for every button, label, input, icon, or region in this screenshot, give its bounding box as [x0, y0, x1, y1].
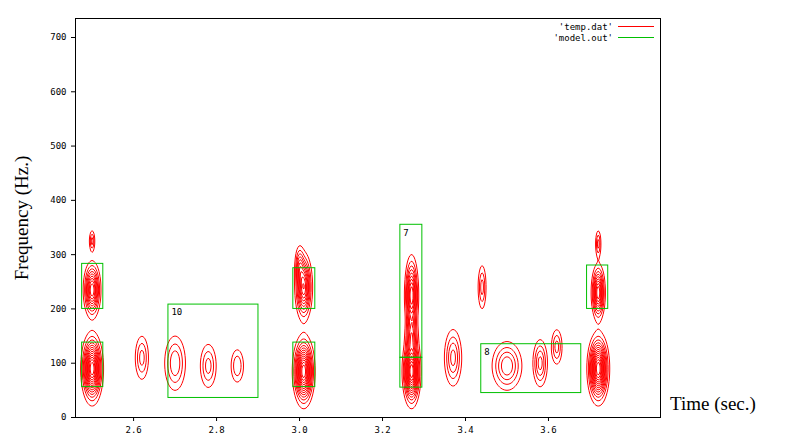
svg-text:3.4: 3.4 — [457, 425, 473, 435]
svg-text:0: 0 — [61, 412, 66, 422]
svg-text:600: 600 — [50, 87, 66, 97]
svg-text:500: 500 — [50, 141, 66, 151]
html-text:'temp.dat': 'temp.dat' — [558, 21, 613, 32]
svg-text:100: 100 — [50, 358, 66, 368]
svg-text:2.6: 2.6 — [125, 425, 141, 435]
svg-text:10: 10 — [171, 307, 182, 317]
svg-text:3.6: 3.6 — [540, 425, 556, 435]
svg-text:2.8: 2.8 — [208, 425, 224, 435]
svg-text:400: 400 — [50, 195, 66, 205]
html-text:'model.out': 'model.out' — [553, 32, 613, 43]
svg-text:8: 8 — [484, 347, 489, 357]
svg-text:3.2: 3.2 — [374, 425, 390, 435]
html-text:Frequency (Hz.): Frequency (Hz.) — [10, 155, 32, 280]
svg-text:200: 200 — [50, 304, 66, 314]
svg-text:3.0: 3.0 — [291, 425, 307, 435]
svg-text:700: 700 — [50, 32, 66, 42]
html-text:Time (sec.): Time (sec.) — [670, 393, 756, 414]
svg-text:7: 7 — [403, 228, 408, 238]
svg-text:300: 300 — [50, 250, 66, 260]
